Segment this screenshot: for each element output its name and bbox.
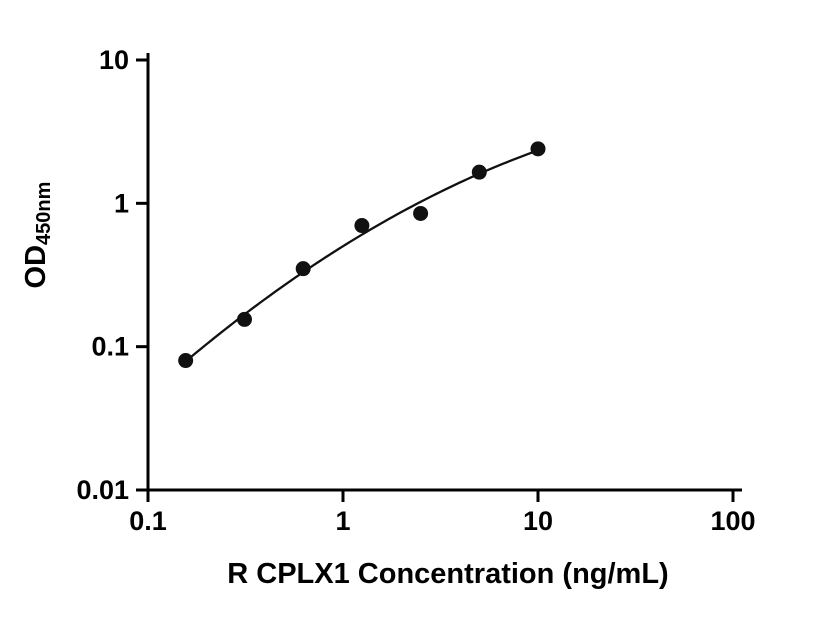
x-tick-label: 0.1 (129, 506, 167, 536)
x-axis-title: R CPLX1 Concentration (ng/mL) (227, 558, 669, 590)
data-point (295, 261, 311, 277)
y-axis-title-subscript: 450nm (33, 181, 55, 245)
y-axis-title-main: OD (20, 244, 52, 289)
x-tick-label: 10 (523, 506, 553, 536)
data-point (530, 141, 546, 157)
x-tick-label: 100 (710, 506, 755, 536)
y-tick-label: 0.1 (91, 332, 129, 362)
y-tick-label: 1 (114, 188, 129, 218)
data-point (354, 218, 370, 234)
data-point (413, 205, 429, 221)
x-tick-label: 1 (335, 506, 350, 536)
y-tick-label: 10 (99, 45, 129, 75)
data-point (178, 353, 194, 369)
data-point (471, 164, 487, 180)
y-axis-title: OD450nm (20, 95, 64, 375)
y-tick-label: 0.01 (76, 475, 129, 505)
fit-curve (184, 149, 540, 363)
data-point (236, 311, 252, 327)
